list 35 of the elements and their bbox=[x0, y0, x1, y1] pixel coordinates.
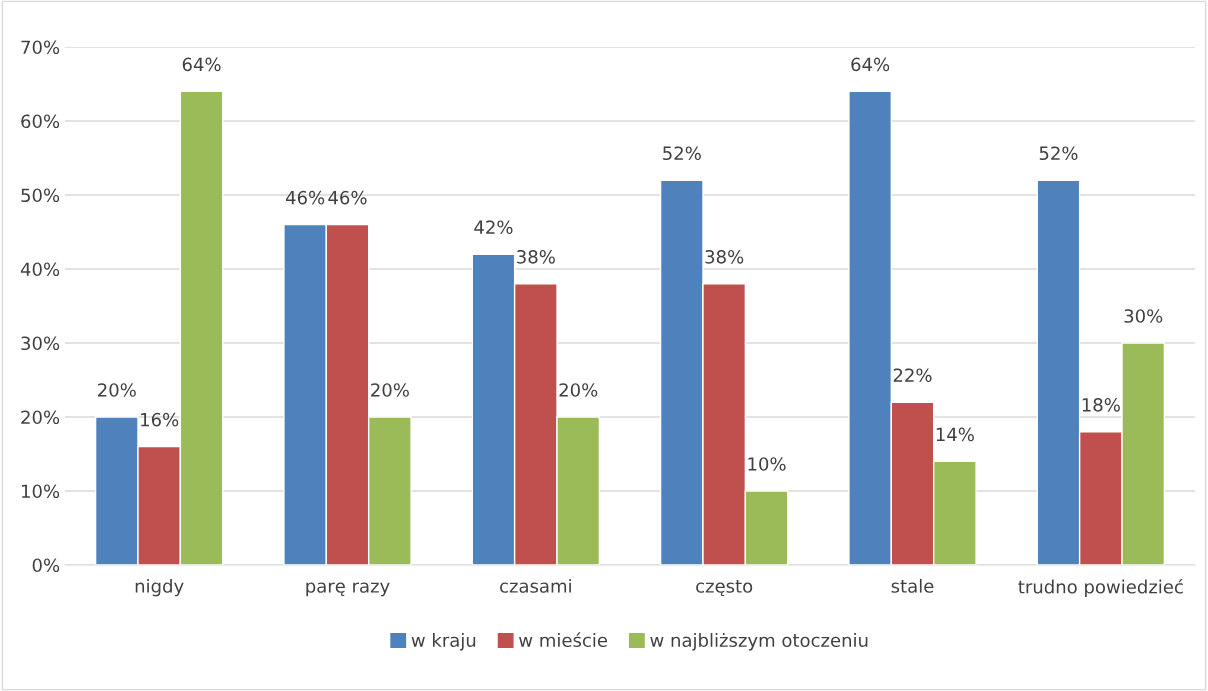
y-tick-label: 70% bbox=[21, 40, 60, 55]
data-label: 38% bbox=[705, 249, 744, 264]
data-label: 52% bbox=[663, 146, 701, 161]
data-label: 22% bbox=[893, 368, 932, 383]
data-label: 42% bbox=[474, 220, 513, 235]
x-tick-label: stale bbox=[891, 578, 934, 593]
data-label: 64% bbox=[851, 57, 890, 72]
x-tick-label: trudno powiedzieć bbox=[1018, 578, 1183, 598]
data-label: 16% bbox=[141, 412, 179, 427]
y-tick-label: 10% bbox=[21, 484, 60, 499]
x-tick-label: nigdy bbox=[135, 578, 184, 597]
legend-label: w kraju bbox=[411, 633, 476, 651]
data-label: 30% bbox=[1124, 309, 1163, 323]
x-tick-label: parę razy bbox=[306, 582, 390, 597]
data-label: 46% bbox=[285, 190, 325, 205]
x-tick-label: czasami bbox=[500, 578, 571, 593]
y-tick-label: 30% bbox=[21, 336, 60, 351]
data-label: 10% bbox=[748, 457, 786, 471]
legend-label: w najbliższym otoczeniu bbox=[650, 633, 868, 651]
data-label: 20% bbox=[98, 383, 136, 397]
y-tick-label: 40% bbox=[20, 262, 60, 277]
y-tick-label: 50% bbox=[21, 188, 60, 203]
data-label: 18% bbox=[1082, 397, 1120, 412]
data-label: 20% bbox=[559, 383, 598, 397]
y-tick-label: 20% bbox=[21, 410, 60, 425]
data-label: 64% bbox=[182, 57, 221, 72]
x-tick-label: często bbox=[696, 579, 753, 597]
data-label: 52% bbox=[1039, 146, 1078, 161]
legend-label: w mieście bbox=[519, 632, 608, 648]
y-tick-label: 0% bbox=[32, 558, 60, 573]
data-label: 14% bbox=[936, 427, 974, 442]
data-label: 46% bbox=[328, 190, 367, 205]
data-label: 20% bbox=[371, 383, 409, 397]
data-label: 38% bbox=[517, 249, 555, 264]
y-tick-label: 60% bbox=[21, 114, 60, 129]
